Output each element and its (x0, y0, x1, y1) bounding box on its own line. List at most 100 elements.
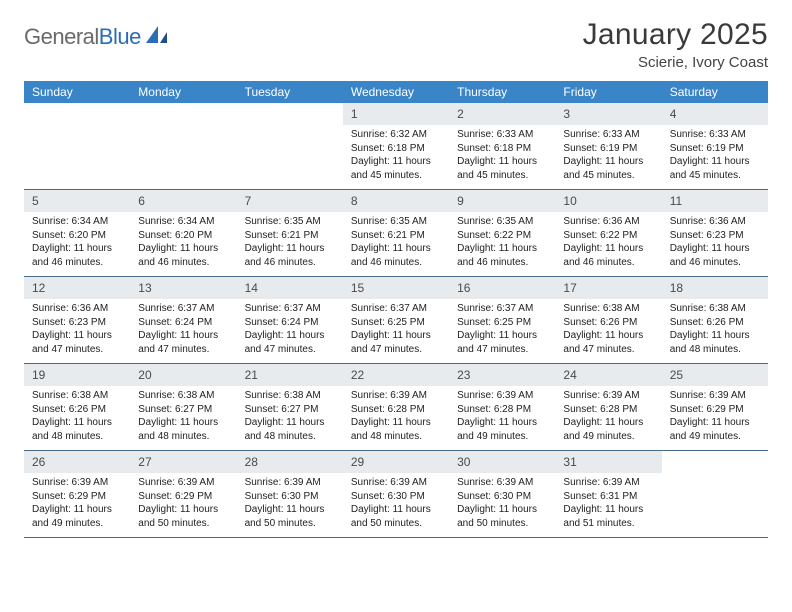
day-info: Sunrise: 6:33 AMSunset: 6:18 PMDaylight:… (449, 125, 555, 186)
daylight-line: Daylight: 11 hours and 45 minutes. (563, 155, 655, 182)
daylight-line: Daylight: 11 hours and 47 minutes. (351, 329, 443, 356)
day-number: 31 (555, 451, 661, 473)
sunset-line: Sunset: 6:25 PM (457, 316, 549, 330)
daylight-line: Daylight: 11 hours and 46 minutes. (457, 242, 549, 269)
sunrise-line: Sunrise: 6:38 AM (138, 389, 230, 403)
header: GeneralBlue January 2025 Scierie, Ivory … (24, 18, 768, 71)
day-info: Sunrise: 6:37 AMSunset: 6:25 PMDaylight:… (449, 299, 555, 360)
day-cell: 23Sunrise: 6:39 AMSunset: 6:28 PMDayligh… (449, 364, 555, 450)
day-cell: 11Sunrise: 6:36 AMSunset: 6:23 PMDayligh… (662, 190, 768, 276)
day-info: Sunrise: 6:39 AMSunset: 6:28 PMDaylight:… (343, 386, 449, 447)
day-number: 22 (343, 364, 449, 386)
day-header: Sunday (24, 81, 130, 103)
sunrise-line: Sunrise: 6:39 AM (245, 476, 337, 490)
brand-sail-icon (145, 25, 171, 50)
sunrise-line: Sunrise: 6:33 AM (457, 128, 549, 142)
day-info: Sunrise: 6:35 AMSunset: 6:21 PMDaylight:… (237, 212, 343, 273)
day-header: Monday (130, 81, 236, 103)
day-info: Sunrise: 6:38 AMSunset: 6:26 PMDaylight:… (555, 299, 661, 360)
sunrise-line: Sunrise: 6:38 AM (563, 302, 655, 316)
sunrise-line: Sunrise: 6:36 AM (32, 302, 124, 316)
daylight-line: Daylight: 11 hours and 45 minutes. (670, 155, 762, 182)
day-cell: 30Sunrise: 6:39 AMSunset: 6:30 PMDayligh… (449, 451, 555, 537)
day-cell: 16Sunrise: 6:37 AMSunset: 6:25 PMDayligh… (449, 277, 555, 363)
day-header: Thursday (449, 81, 555, 103)
daylight-line: Daylight: 11 hours and 47 minutes. (457, 329, 549, 356)
day-cell: 1Sunrise: 6:32 AMSunset: 6:18 PMDaylight… (343, 103, 449, 189)
day-number: 30 (449, 451, 555, 473)
day-cell: 22Sunrise: 6:39 AMSunset: 6:28 PMDayligh… (343, 364, 449, 450)
day-cell: 17Sunrise: 6:38 AMSunset: 6:26 PMDayligh… (555, 277, 661, 363)
day-number: 5 (24, 190, 130, 212)
day-number: 16 (449, 277, 555, 299)
sunrise-line: Sunrise: 6:35 AM (245, 215, 337, 229)
daylight-line: Daylight: 11 hours and 51 minutes. (563, 503, 655, 530)
day-cell (662, 451, 768, 537)
day-info: Sunrise: 6:32 AMSunset: 6:18 PMDaylight:… (343, 125, 449, 186)
sunset-line: Sunset: 6:28 PM (351, 403, 443, 417)
day-number: 29 (343, 451, 449, 473)
day-cell: 7Sunrise: 6:35 AMSunset: 6:21 PMDaylight… (237, 190, 343, 276)
sunset-line: Sunset: 6:23 PM (32, 316, 124, 330)
day-cell: 2Sunrise: 6:33 AMSunset: 6:18 PMDaylight… (449, 103, 555, 189)
sunrise-line: Sunrise: 6:39 AM (563, 389, 655, 403)
day-cell: 21Sunrise: 6:38 AMSunset: 6:27 PMDayligh… (237, 364, 343, 450)
sunrise-line: Sunrise: 6:34 AM (138, 215, 230, 229)
day-cell: 4Sunrise: 6:33 AMSunset: 6:19 PMDaylight… (662, 103, 768, 189)
daylight-line: Daylight: 11 hours and 48 minutes. (32, 416, 124, 443)
sunrise-line: Sunrise: 6:39 AM (351, 389, 443, 403)
daylight-line: Daylight: 11 hours and 46 minutes. (563, 242, 655, 269)
daylight-line: Daylight: 11 hours and 50 minutes. (138, 503, 230, 530)
day-cell: 6Sunrise: 6:34 AMSunset: 6:20 PMDaylight… (130, 190, 236, 276)
daylight-line: Daylight: 11 hours and 47 minutes. (32, 329, 124, 356)
day-number: 9 (449, 190, 555, 212)
sunrise-line: Sunrise: 6:33 AM (563, 128, 655, 142)
day-number: 11 (662, 190, 768, 212)
sunrise-line: Sunrise: 6:33 AM (670, 128, 762, 142)
day-number: 20 (130, 364, 236, 386)
sunset-line: Sunset: 6:28 PM (563, 403, 655, 417)
sunset-line: Sunset: 6:20 PM (32, 229, 124, 243)
day-cell: 10Sunrise: 6:36 AMSunset: 6:22 PMDayligh… (555, 190, 661, 276)
title-block: January 2025 Scierie, Ivory Coast (583, 18, 768, 71)
daylight-line: Daylight: 11 hours and 48 minutes. (351, 416, 443, 443)
sunrise-line: Sunrise: 6:35 AM (351, 215, 443, 229)
day-header: Wednesday (343, 81, 449, 103)
day-number: 24 (555, 364, 661, 386)
sunset-line: Sunset: 6:29 PM (670, 403, 762, 417)
sunset-line: Sunset: 6:26 PM (670, 316, 762, 330)
sunrise-line: Sunrise: 6:37 AM (457, 302, 549, 316)
sunrise-line: Sunrise: 6:36 AM (670, 215, 762, 229)
daylight-line: Daylight: 11 hours and 46 minutes. (32, 242, 124, 269)
day-cell: 15Sunrise: 6:37 AMSunset: 6:25 PMDayligh… (343, 277, 449, 363)
sunrise-line: Sunrise: 6:36 AM (563, 215, 655, 229)
day-info: Sunrise: 6:39 AMSunset: 6:28 PMDaylight:… (449, 386, 555, 447)
day-number: 7 (237, 190, 343, 212)
day-cell: 13Sunrise: 6:37 AMSunset: 6:24 PMDayligh… (130, 277, 236, 363)
day-cell: 9Sunrise: 6:35 AMSunset: 6:22 PMDaylight… (449, 190, 555, 276)
daylight-line: Daylight: 11 hours and 50 minutes. (245, 503, 337, 530)
day-number: 3 (555, 103, 661, 125)
day-cell (130, 103, 236, 189)
week-row: 19Sunrise: 6:38 AMSunset: 6:26 PMDayligh… (24, 364, 768, 451)
day-number: 13 (130, 277, 236, 299)
sunset-line: Sunset: 6:27 PM (138, 403, 230, 417)
daylight-line: Daylight: 11 hours and 48 minutes. (138, 416, 230, 443)
sunrise-line: Sunrise: 6:38 AM (32, 389, 124, 403)
day-info: Sunrise: 6:39 AMSunset: 6:30 PMDaylight:… (343, 473, 449, 534)
day-cell (24, 103, 130, 189)
day-number: 17 (555, 277, 661, 299)
day-cell: 27Sunrise: 6:39 AMSunset: 6:29 PMDayligh… (130, 451, 236, 537)
sunrise-line: Sunrise: 6:38 AM (245, 389, 337, 403)
day-info: Sunrise: 6:38 AMSunset: 6:26 PMDaylight:… (662, 299, 768, 360)
day-header: Saturday (662, 81, 768, 103)
day-info: Sunrise: 6:37 AMSunset: 6:24 PMDaylight:… (237, 299, 343, 360)
day-info: Sunrise: 6:37 AMSunset: 6:24 PMDaylight:… (130, 299, 236, 360)
week-row: 26Sunrise: 6:39 AMSunset: 6:29 PMDayligh… (24, 451, 768, 538)
location: Scierie, Ivory Coast (583, 54, 768, 71)
day-number: 18 (662, 277, 768, 299)
sunrise-line: Sunrise: 6:35 AM (457, 215, 549, 229)
sunset-line: Sunset: 6:22 PM (563, 229, 655, 243)
day-number: 15 (343, 277, 449, 299)
day-cell: 8Sunrise: 6:35 AMSunset: 6:21 PMDaylight… (343, 190, 449, 276)
